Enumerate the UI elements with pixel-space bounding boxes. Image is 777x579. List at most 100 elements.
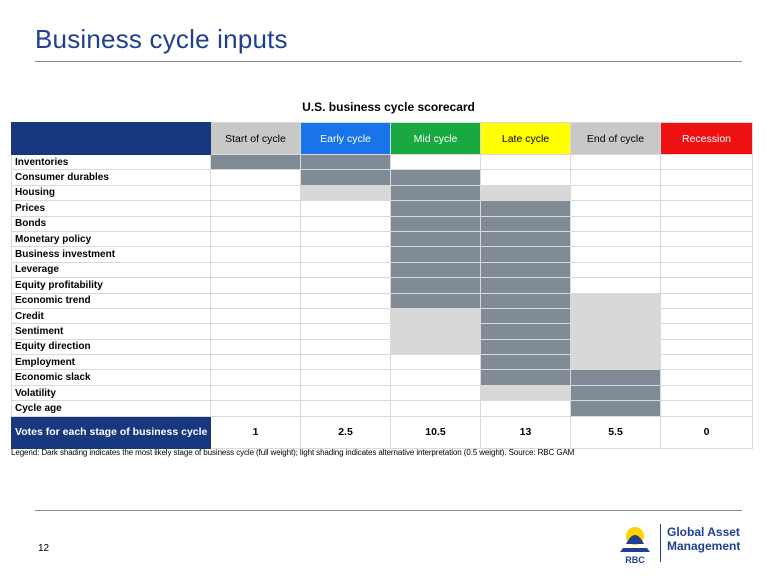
empty-cell xyxy=(300,307,391,325)
table-row: Inventories xyxy=(11,153,753,171)
table-row: Consumer durables xyxy=(11,169,753,186)
empty-cell xyxy=(210,354,301,371)
light-shade-cell xyxy=(570,323,661,340)
indicator-label: Consumer durables xyxy=(11,169,211,186)
stage-header: Mid cycle xyxy=(390,122,481,155)
empty-cell xyxy=(570,169,661,186)
dark-shade-cell xyxy=(570,400,661,417)
empty-cell xyxy=(660,369,753,386)
indicator-label: Bonds xyxy=(11,215,211,232)
empty-cell xyxy=(570,277,661,294)
empty-cell xyxy=(570,261,661,279)
empty-cell xyxy=(480,169,571,186)
dark-shade-cell xyxy=(390,169,481,186)
light-shade-cell xyxy=(390,307,481,325)
page-title: Business cycle inputs xyxy=(35,24,288,54)
dark-shade-cell xyxy=(390,277,481,294)
dark-shade-cell xyxy=(480,277,571,294)
empty-cell xyxy=(300,384,391,402)
logo-divider xyxy=(660,524,661,562)
logo-text: Global Asset Management xyxy=(667,525,740,553)
vote-value: 10.5 xyxy=(390,415,481,449)
empty-cell xyxy=(660,323,753,340)
dark-shade-cell xyxy=(390,246,481,263)
footer-divider xyxy=(35,510,742,511)
dark-shade-cell xyxy=(390,184,481,202)
empty-cell xyxy=(300,354,391,371)
empty-cell xyxy=(210,261,301,279)
dark-shade-cell xyxy=(210,153,301,171)
table-row: Bonds xyxy=(11,215,753,232)
dark-shade-cell xyxy=(480,354,571,371)
empty-cell xyxy=(210,200,301,217)
empty-cell xyxy=(300,230,391,248)
empty-cell xyxy=(210,369,301,386)
indicator-label: Inventories xyxy=(11,153,211,171)
table-row: Economic slack xyxy=(11,369,753,386)
dark-shade-cell xyxy=(480,292,571,309)
dark-shade-cell xyxy=(570,369,661,386)
table-row: Cycle age xyxy=(11,400,753,417)
stage-header: Start of cycle xyxy=(210,122,301,155)
empty-cell xyxy=(210,323,301,340)
light-shade-cell xyxy=(570,338,661,356)
dark-shade-cell xyxy=(480,323,571,340)
empty-cell xyxy=(210,307,301,325)
empty-cell xyxy=(300,261,391,279)
vote-value: 1 xyxy=(210,415,301,449)
title-divider xyxy=(35,61,742,62)
indicator-label: Economic trend xyxy=(11,292,211,309)
logo-line2: Management xyxy=(667,539,741,553)
dark-shade-cell xyxy=(480,307,571,325)
light-shade-cell xyxy=(570,354,661,371)
empty-cell xyxy=(210,230,301,248)
empty-cell xyxy=(480,153,571,171)
logo-line1: Global Asset xyxy=(667,525,740,539)
empty-cell xyxy=(390,384,481,402)
table-row: Volatility xyxy=(11,384,753,402)
table-row: Economic trend xyxy=(11,292,753,309)
table-row: Business investment xyxy=(11,246,753,263)
stage-header: End of cycle xyxy=(570,122,661,155)
empty-cell xyxy=(210,292,301,309)
rbc-logo-icon: RBC xyxy=(614,522,656,566)
votes-label: Votes for each stage of business cycle xyxy=(11,415,211,449)
empty-cell xyxy=(300,277,391,294)
vote-value: 5.5 xyxy=(570,415,661,449)
light-shade-cell xyxy=(300,184,391,202)
light-shade-cell xyxy=(570,307,661,325)
dark-shade-cell xyxy=(390,261,481,279)
dark-shade-cell xyxy=(570,384,661,402)
empty-cell xyxy=(210,184,301,202)
empty-cell xyxy=(660,169,753,186)
empty-cell xyxy=(300,369,391,386)
empty-cell xyxy=(660,153,753,171)
empty-cell xyxy=(210,215,301,232)
dark-shade-cell xyxy=(480,369,571,386)
indicator-label: Sentiment xyxy=(11,323,211,340)
empty-cell xyxy=(210,400,301,417)
empty-cell xyxy=(300,292,391,309)
indicator-label: Employment xyxy=(11,354,211,371)
empty-cell xyxy=(480,400,571,417)
light-shade-cell xyxy=(570,292,661,309)
table-row: Monetary policy xyxy=(11,230,753,248)
empty-cell xyxy=(210,246,301,263)
light-shade-cell xyxy=(480,384,571,402)
table-row: Housing xyxy=(11,184,753,202)
empty-cell xyxy=(660,200,753,217)
empty-cell xyxy=(660,215,753,232)
header-corner xyxy=(11,122,211,155)
dark-shade-cell xyxy=(300,169,391,186)
indicator-label: Leverage xyxy=(11,261,211,279)
table-row: Equity direction xyxy=(11,338,753,356)
empty-cell xyxy=(390,400,481,417)
table-row: Equity profitability xyxy=(11,277,753,294)
empty-cell xyxy=(660,307,753,325)
empty-cell xyxy=(300,323,391,340)
dark-shade-cell xyxy=(480,200,571,217)
empty-cell xyxy=(570,246,661,263)
empty-cell xyxy=(660,400,753,417)
table-row: Employment xyxy=(11,354,753,371)
empty-cell xyxy=(390,369,481,386)
